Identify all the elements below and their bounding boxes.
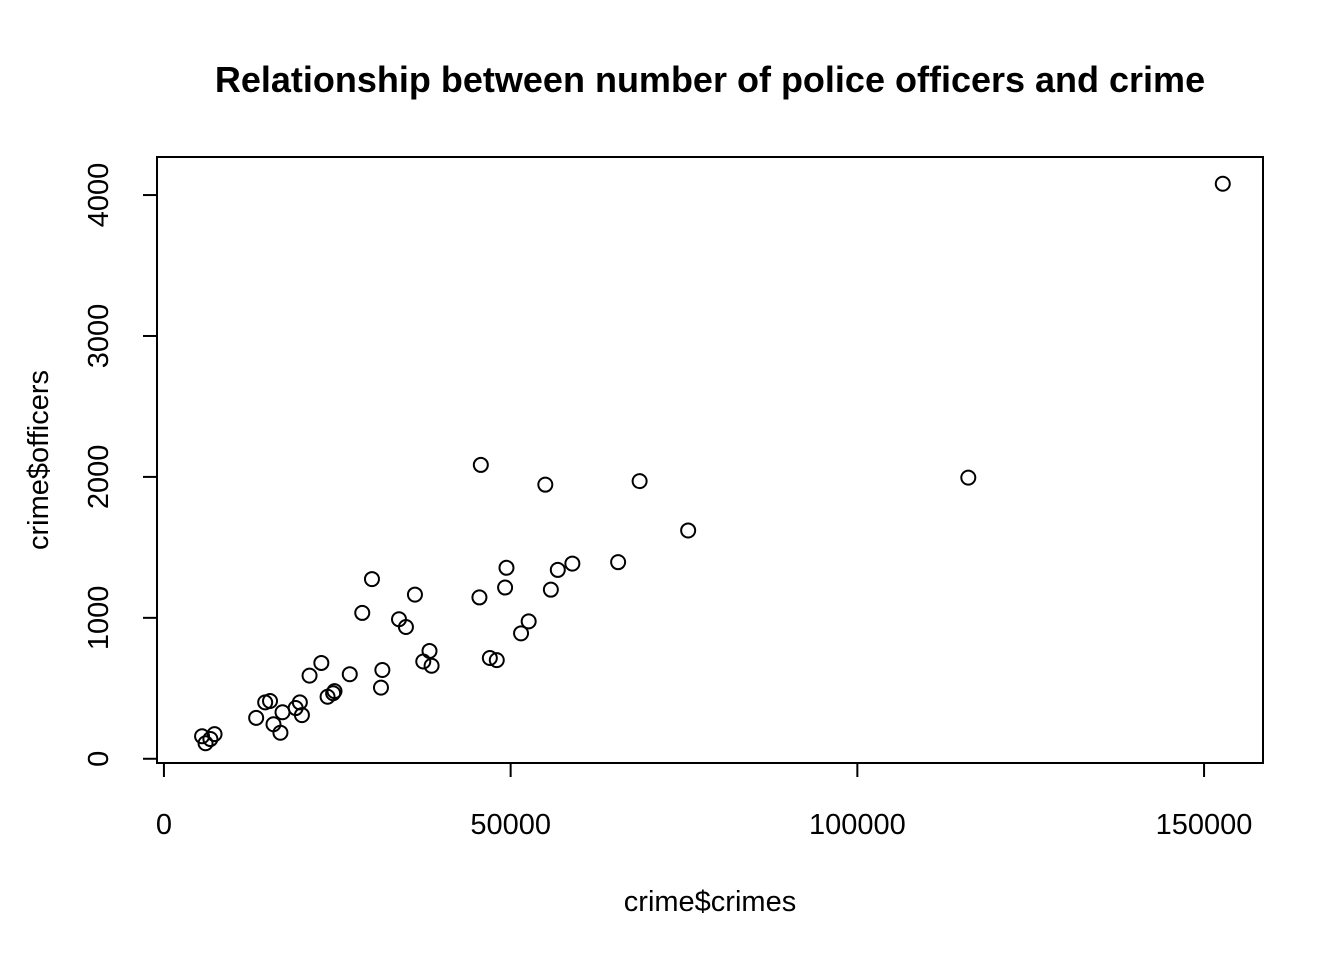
- data-point: [542, 581, 559, 598]
- data-point: [610, 554, 627, 571]
- x-axis: 0 50000 100000 150000: [156, 762, 1253, 841]
- data-point: [274, 704, 291, 721]
- data-point: [197, 735, 214, 752]
- data-point: [631, 473, 648, 490]
- data-point: [363, 571, 380, 588]
- data-point: [406, 586, 423, 603]
- data-point: [498, 559, 515, 576]
- data-point: [293, 707, 310, 724]
- data-point: [481, 650, 498, 667]
- data-point: [680, 522, 697, 539]
- x-axis-label: crime$crimes: [624, 886, 796, 918]
- data-point: [272, 724, 289, 741]
- x-tick-label: 150000: [1156, 809, 1253, 841]
- data-point: [202, 731, 219, 748]
- y-tick-label: 1000: [83, 586, 115, 651]
- data-point: [537, 476, 554, 493]
- y-tick-label: 0: [83, 751, 115, 767]
- data-point: [960, 469, 977, 486]
- data-point: [262, 692, 279, 709]
- y-tick-label: 3000: [83, 304, 115, 369]
- data-point: [326, 683, 343, 700]
- x-tick-label: 100000: [809, 809, 906, 841]
- data-point: [564, 555, 581, 572]
- data-point: [472, 456, 489, 473]
- data-point: [301, 667, 318, 684]
- data-point: [1214, 175, 1231, 192]
- data-point: [313, 654, 330, 671]
- data-point: [520, 613, 537, 630]
- y-tick-label: 2000: [83, 445, 115, 510]
- data-point: [423, 657, 440, 674]
- data-point: [513, 625, 530, 642]
- x-tick-label: 50000: [470, 809, 551, 841]
- data-point: [421, 642, 438, 659]
- data-point: [341, 666, 358, 683]
- chart-title: Relationship between number of police of…: [215, 59, 1205, 100]
- x-tick-label: 0: [156, 809, 172, 841]
- data-point: [372, 679, 389, 696]
- data-point: [497, 579, 514, 596]
- y-tick-label: 4000: [83, 163, 115, 228]
- data-point: [488, 652, 505, 669]
- data-points: [194, 175, 1231, 752]
- plot-frame: [156, 156, 1264, 764]
- y-axis-label: crime$officers: [23, 370, 55, 550]
- data-point: [354, 604, 371, 621]
- data-point: [325, 685, 342, 702]
- data-point: [397, 619, 414, 636]
- data-point: [471, 589, 488, 606]
- data-point: [415, 653, 432, 670]
- data-point: [549, 561, 566, 578]
- data-point: [206, 726, 223, 743]
- y-axis: 0 1000 2000 3000 4000: [83, 163, 158, 767]
- data-point: [374, 661, 391, 678]
- data-point: [248, 709, 265, 726]
